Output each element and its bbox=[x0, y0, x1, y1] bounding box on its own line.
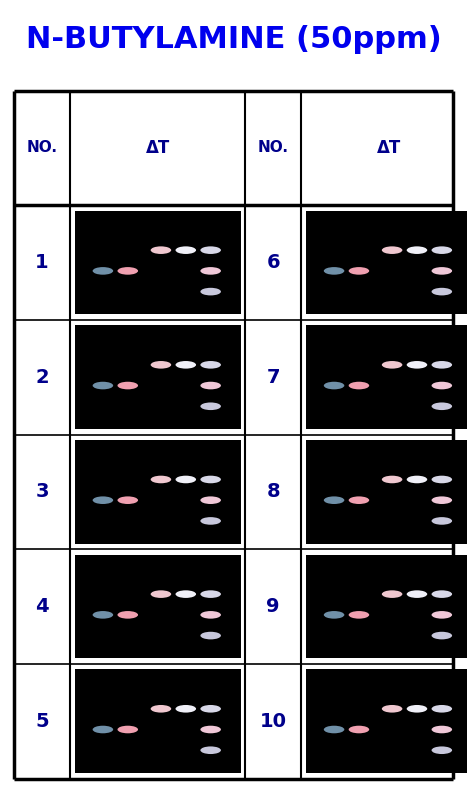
Ellipse shape bbox=[176, 361, 196, 369]
Ellipse shape bbox=[200, 476, 221, 483]
Ellipse shape bbox=[407, 247, 427, 254]
Bar bbox=[75, 325, 241, 429]
Ellipse shape bbox=[432, 288, 452, 296]
Ellipse shape bbox=[324, 726, 344, 734]
Ellipse shape bbox=[432, 517, 452, 525]
Text: 3: 3 bbox=[35, 482, 49, 501]
Bar bbox=[75, 555, 241, 658]
Bar bbox=[75, 210, 241, 314]
Ellipse shape bbox=[118, 611, 138, 619]
Ellipse shape bbox=[432, 611, 452, 619]
Text: 1: 1 bbox=[35, 253, 49, 272]
Bar bbox=[306, 325, 467, 429]
Ellipse shape bbox=[432, 590, 452, 598]
Text: 4: 4 bbox=[35, 597, 49, 616]
Text: 6: 6 bbox=[266, 253, 280, 272]
Text: ΔT: ΔT bbox=[377, 139, 401, 157]
Text: 8: 8 bbox=[266, 482, 280, 501]
Ellipse shape bbox=[200, 590, 221, 598]
Ellipse shape bbox=[92, 611, 113, 619]
Text: N-BUTYLAMINE (50ppm): N-BUTYLAMINE (50ppm) bbox=[26, 25, 441, 54]
Text: NO.: NO. bbox=[27, 140, 57, 155]
Ellipse shape bbox=[200, 726, 221, 734]
Ellipse shape bbox=[407, 476, 427, 483]
Ellipse shape bbox=[200, 611, 221, 619]
Ellipse shape bbox=[200, 496, 221, 504]
Ellipse shape bbox=[200, 381, 221, 389]
Ellipse shape bbox=[349, 496, 369, 504]
Ellipse shape bbox=[432, 496, 452, 504]
Ellipse shape bbox=[92, 726, 113, 734]
Ellipse shape bbox=[382, 705, 403, 712]
Ellipse shape bbox=[349, 726, 369, 734]
Ellipse shape bbox=[176, 247, 196, 254]
Ellipse shape bbox=[176, 705, 196, 712]
Ellipse shape bbox=[200, 288, 221, 296]
Ellipse shape bbox=[432, 746, 452, 754]
Ellipse shape bbox=[200, 746, 221, 754]
Ellipse shape bbox=[432, 476, 452, 483]
Ellipse shape bbox=[324, 496, 344, 504]
Ellipse shape bbox=[151, 361, 171, 369]
Ellipse shape bbox=[432, 381, 452, 389]
Ellipse shape bbox=[382, 361, 403, 369]
Ellipse shape bbox=[382, 476, 403, 483]
Ellipse shape bbox=[324, 381, 344, 389]
Text: NO.: NO. bbox=[258, 140, 289, 155]
Text: 5: 5 bbox=[35, 712, 49, 730]
Ellipse shape bbox=[432, 632, 452, 639]
Ellipse shape bbox=[118, 726, 138, 734]
Ellipse shape bbox=[349, 267, 369, 275]
Ellipse shape bbox=[407, 590, 427, 598]
Ellipse shape bbox=[200, 247, 221, 254]
Ellipse shape bbox=[151, 705, 171, 712]
Ellipse shape bbox=[118, 496, 138, 504]
Ellipse shape bbox=[382, 247, 403, 254]
Ellipse shape bbox=[407, 705, 427, 712]
Bar bbox=[75, 669, 241, 773]
Ellipse shape bbox=[118, 381, 138, 389]
Bar bbox=[306, 440, 467, 544]
Ellipse shape bbox=[324, 611, 344, 619]
Ellipse shape bbox=[200, 632, 221, 639]
Ellipse shape bbox=[200, 517, 221, 525]
Bar bbox=[306, 210, 467, 314]
Ellipse shape bbox=[200, 267, 221, 275]
Text: 7: 7 bbox=[267, 368, 280, 387]
Ellipse shape bbox=[151, 590, 171, 598]
Ellipse shape bbox=[118, 267, 138, 275]
Ellipse shape bbox=[200, 403, 221, 410]
Ellipse shape bbox=[432, 361, 452, 369]
Ellipse shape bbox=[151, 247, 171, 254]
Ellipse shape bbox=[432, 267, 452, 275]
Ellipse shape bbox=[432, 247, 452, 254]
Ellipse shape bbox=[92, 381, 113, 389]
Ellipse shape bbox=[176, 476, 196, 483]
Ellipse shape bbox=[349, 381, 369, 389]
Ellipse shape bbox=[432, 726, 452, 734]
Ellipse shape bbox=[92, 267, 113, 275]
Ellipse shape bbox=[382, 590, 403, 598]
Ellipse shape bbox=[432, 403, 452, 410]
Ellipse shape bbox=[151, 476, 171, 483]
Ellipse shape bbox=[407, 361, 427, 369]
Ellipse shape bbox=[324, 267, 344, 275]
Ellipse shape bbox=[200, 361, 221, 369]
Text: 9: 9 bbox=[267, 597, 280, 616]
Ellipse shape bbox=[349, 611, 369, 619]
Ellipse shape bbox=[200, 705, 221, 712]
Text: ΔT: ΔT bbox=[146, 139, 170, 157]
Bar bbox=[306, 669, 467, 773]
Ellipse shape bbox=[92, 496, 113, 504]
Ellipse shape bbox=[432, 705, 452, 712]
Ellipse shape bbox=[176, 590, 196, 598]
Text: 2: 2 bbox=[35, 368, 49, 387]
Bar bbox=[75, 440, 241, 544]
Text: 10: 10 bbox=[260, 712, 287, 730]
Bar bbox=[306, 555, 467, 658]
